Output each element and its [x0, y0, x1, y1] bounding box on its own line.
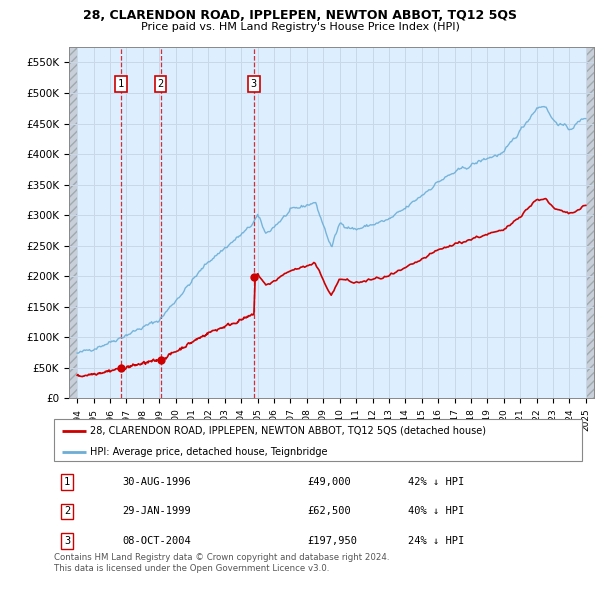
Text: Contains HM Land Registry data © Crown copyright and database right 2024.
This d: Contains HM Land Registry data © Crown c… [54, 553, 389, 573]
Text: £62,500: £62,500 [307, 506, 351, 516]
Text: £197,950: £197,950 [307, 536, 358, 546]
Bar [586, 47, 594, 398]
Text: 28, CLARENDON ROAD, IPPLEPEN, NEWTON ABBOT, TQ12 5QS (detached house): 28, CLARENDON ROAD, IPPLEPEN, NEWTON ABB… [90, 426, 486, 436]
Text: 2: 2 [157, 79, 164, 89]
Text: 30-AUG-1996: 30-AUG-1996 [122, 477, 191, 487]
Text: 3: 3 [64, 536, 70, 546]
Text: 2: 2 [64, 506, 70, 516]
Text: 1: 1 [64, 477, 70, 487]
Text: 42% ↓ HPI: 42% ↓ HPI [408, 477, 464, 487]
Text: Price paid vs. HM Land Registry's House Price Index (HPI): Price paid vs. HM Land Registry's House … [140, 22, 460, 32]
Text: 1: 1 [118, 79, 124, 89]
FancyBboxPatch shape [54, 419, 582, 461]
Bar [69, 47, 77, 398]
Text: £49,000: £49,000 [307, 477, 351, 487]
Text: 40% ↓ HPI: 40% ↓ HPI [408, 506, 464, 516]
Text: 3: 3 [251, 79, 257, 89]
Text: 28, CLARENDON ROAD, IPPLEPEN, NEWTON ABBOT, TQ12 5QS: 28, CLARENDON ROAD, IPPLEPEN, NEWTON ABB… [83, 9, 517, 22]
Text: 08-OCT-2004: 08-OCT-2004 [122, 536, 191, 546]
Text: HPI: Average price, detached house, Teignbridge: HPI: Average price, detached house, Teig… [90, 447, 328, 457]
Text: 24% ↓ HPI: 24% ↓ HPI [408, 536, 464, 546]
Text: 29-JAN-1999: 29-JAN-1999 [122, 506, 191, 516]
